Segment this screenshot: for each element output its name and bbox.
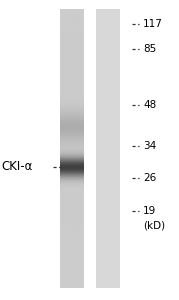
Text: (kD): (kD) (143, 221, 165, 231)
Text: CKI-α: CKI-α (2, 160, 33, 173)
Text: 26: 26 (143, 173, 156, 183)
Text: 48: 48 (143, 100, 156, 110)
Text: 34: 34 (143, 141, 156, 151)
Text: 19: 19 (143, 206, 156, 216)
Text: 117: 117 (143, 19, 163, 29)
Text: 85: 85 (143, 44, 156, 55)
